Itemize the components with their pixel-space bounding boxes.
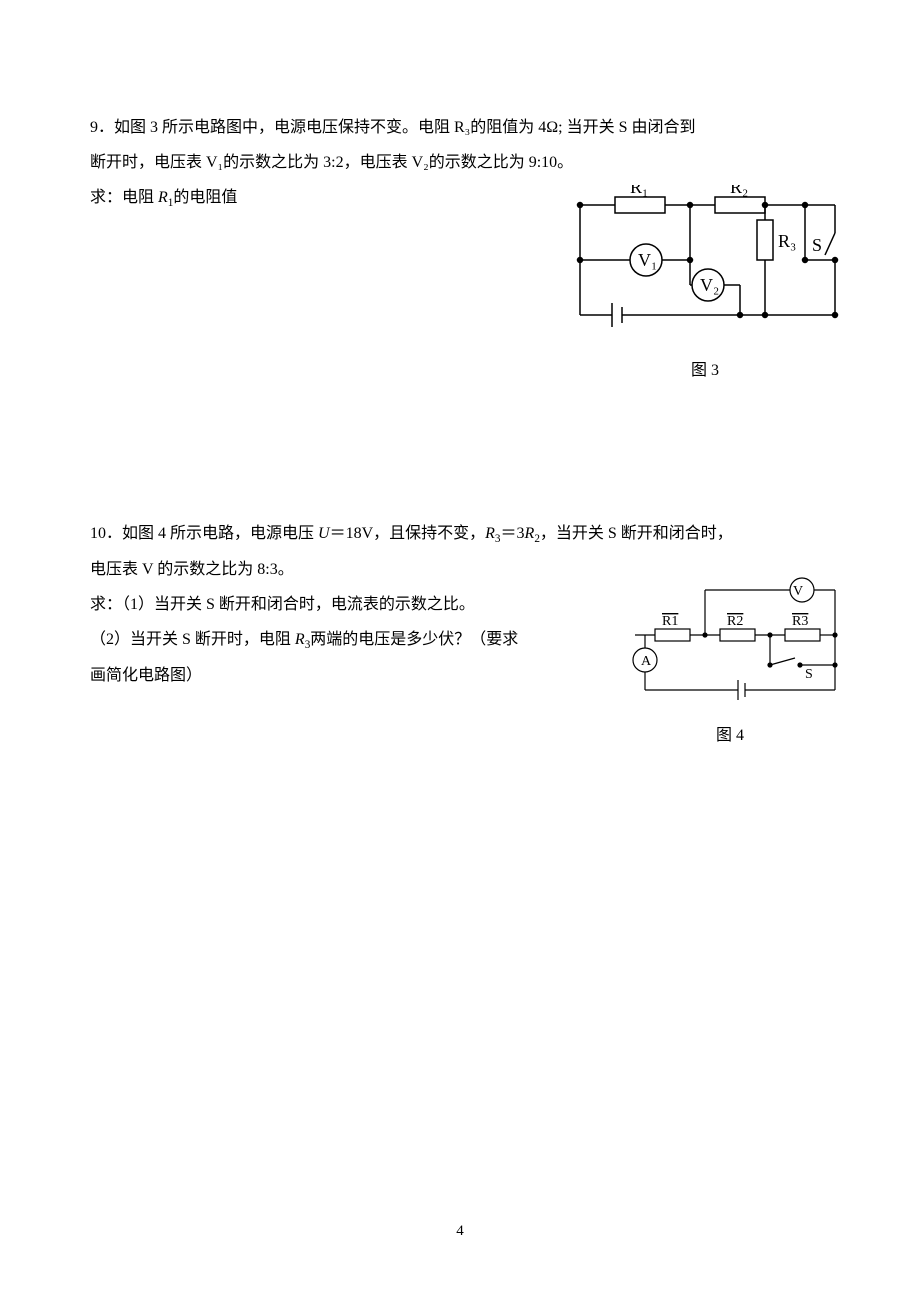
q9-line3-suffix: 的电阻值 [173, 189, 237, 206]
fig4-r2-label: R2 [727, 614, 743, 629]
fig4-a-label: A [641, 654, 652, 669]
q10-l1a: 10．如图 4 所示电路，电源电压 [90, 525, 318, 542]
fig4-r1-label: R1 [662, 614, 678, 629]
q10-line1: 10．如图 4 所示电路，电源电压 U＝18V，且保持不变，R3＝3R2，当开关… [90, 516, 830, 552]
q10-line2: 电压表 V 的示数之比为 8:3。 [90, 552, 590, 587]
figure-4: V A R1 R2 R3 S 图 4 [610, 570, 850, 745]
q10-l4R3: R [295, 631, 305, 648]
fig3-r2-label: R₂ [730, 185, 748, 197]
figure-4-svg: V A R1 R2 R3 S [610, 570, 850, 710]
q10-U: U [318, 525, 330, 542]
fig4-v-label: V [793, 584, 803, 599]
q10-line3: 求：（1）当开关 S 断开和闭合时，电流表的示数之比。 [90, 587, 590, 622]
fig3-r3-label: R₃ [778, 231, 796, 251]
q10-R2: R [525, 525, 535, 542]
q10-l1b: ＝18V，且保持不变， [330, 525, 486, 542]
figure-4-caption: 图 4 [610, 721, 850, 745]
q9-line1: 9．如图 3 所示电路图中，电源电压保持不变。电阻 R₃的阻值为 4Ω; 当开关… [90, 110, 830, 145]
fig4-r3-label: R3 [792, 614, 808, 629]
fig3-s-label: S [812, 235, 822, 255]
q10-line5: 画简化电路图） [90, 658, 590, 693]
fig3-v2-label: V₂ [700, 275, 719, 295]
q9-line2: 断开时，电压表 V₁的示数之比为 3:2，电压表 V₂的示数之比为 9:10。 [90, 145, 830, 180]
page-number: 4 [0, 1223, 920, 1240]
q9-line3: 求：电阻 R1的电阻值 [90, 180, 550, 216]
fig4-s-label: S [805, 667, 813, 682]
page: 9．如图 3 所示电路图中，电源电压保持不变。电阻 R₃的阻值为 4Ω; 当开关… [0, 0, 920, 1300]
figure-3: R₁ R₂ R₃ S V₁ V₂ 图 3 [560, 185, 850, 380]
q9-line3-prefix: 求：电阻 [90, 189, 158, 206]
q10-l4a: （2）当开关 S 断开时，电阻 [90, 631, 295, 648]
q9-r1: R [158, 189, 168, 206]
q10-line4: （2）当开关 S 断开时，电阻 R3两端的电压是多少伏？（要求 [90, 622, 590, 658]
fig3-v1-label: V₁ [638, 250, 657, 270]
fig3-r1-label: R₁ [630, 185, 648, 197]
figure-3-svg: R₁ R₂ R₃ S V₁ V₂ [560, 185, 850, 345]
q10-l4b: 两端的电压是多少伏？（要求 [310, 631, 518, 648]
figure-3-caption: 图 3 [560, 356, 850, 380]
q10-eq: ＝3 [501, 525, 525, 542]
q10-R3: R [485, 525, 495, 542]
q10-l1c: ，当开关 S 断开和闭合时， [540, 525, 733, 542]
